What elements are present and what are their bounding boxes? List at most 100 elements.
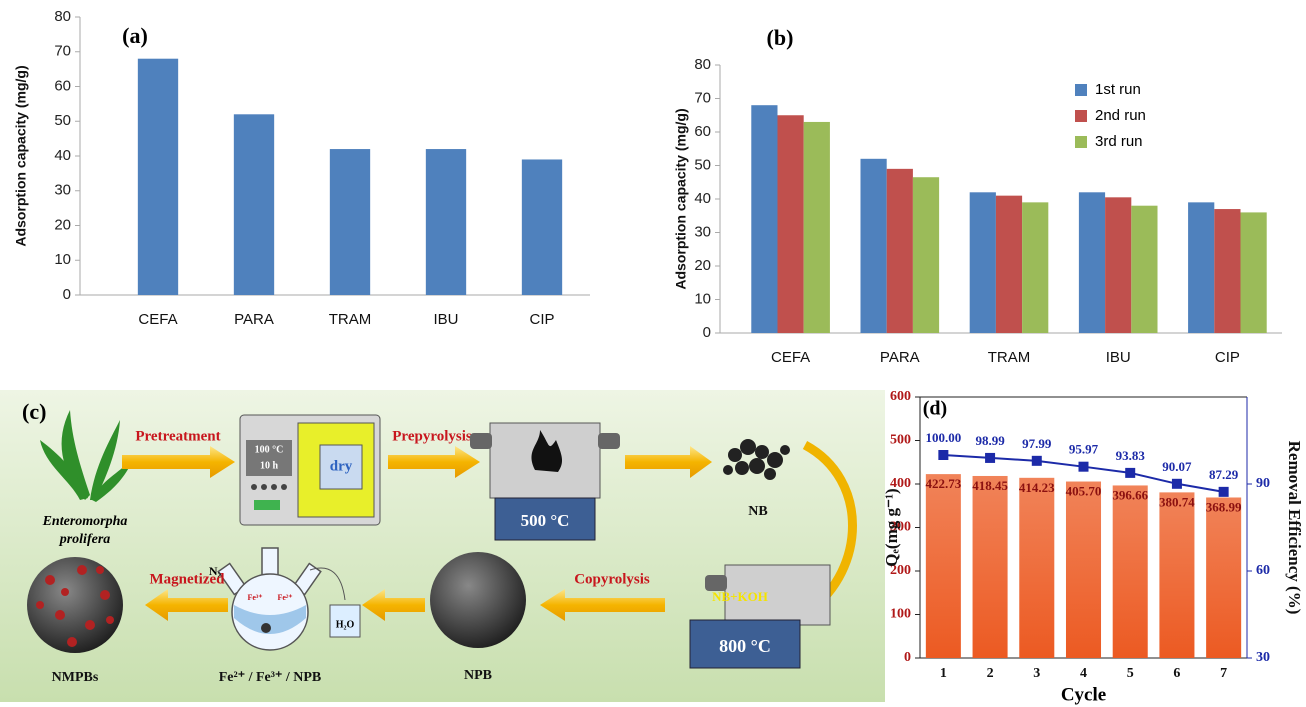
oven-label: 100 °C <box>255 444 284 455</box>
y2-tick-label: 30 <box>1256 650 1270 665</box>
bar <box>970 192 996 333</box>
marker <box>1032 456 1042 466</box>
oven-label: dry <box>330 458 353 474</box>
ion-label: Fe²⁺ <box>277 593 292 602</box>
y-tick-label: 10 <box>694 290 711 307</box>
y-axis-label: Adsorption capacity (mg/g) <box>13 65 29 246</box>
legend-label: 2nd run <box>1095 107 1146 124</box>
product-label: NPB <box>464 668 492 683</box>
legend-swatch <box>1075 136 1087 148</box>
bar <box>1019 478 1054 658</box>
marker <box>1125 468 1135 478</box>
marker <box>938 450 948 460</box>
y-tick-label: 80 <box>694 56 711 73</box>
data-label: 418.45 <box>972 478 1008 493</box>
bar <box>926 474 961 658</box>
bar <box>330 149 370 295</box>
bar <box>913 177 939 333</box>
x-axis-label: Cycle <box>1061 684 1106 705</box>
oven-label: 10 h <box>260 460 279 471</box>
panel-label: (d) <box>923 398 947 420</box>
bar <box>138 59 178 295</box>
bar <box>751 105 777 333</box>
bar <box>1066 482 1101 658</box>
data-label: 422.73 <box>925 476 961 491</box>
bar <box>1214 209 1240 333</box>
x-tick-label: 5 <box>1127 666 1134 681</box>
furnace-label: 800 °C <box>719 636 771 656</box>
data-label: 97.99 <box>1022 436 1052 451</box>
y-tick-label: 60 <box>54 77 71 94</box>
data-label: 98.99 <box>975 433 1005 448</box>
figure: (c) Enteromorpha prolifera Pretreatment … <box>0 0 1306 707</box>
bar <box>777 115 803 333</box>
furnace-tube <box>598 433 620 449</box>
bar <box>1206 497 1241 658</box>
y2-tick-label: 90 <box>1256 476 1270 491</box>
bar <box>1079 192 1105 333</box>
x-tick-label: CEFA <box>771 349 810 366</box>
data-label: 380.74 <box>1159 494 1195 509</box>
marker <box>1172 479 1182 489</box>
panel-label: (a) <box>122 23 148 48</box>
y-tick-label: 50 <box>694 156 711 173</box>
y2-tick-label: 60 <box>1256 563 1270 578</box>
data-label: 405.70 <box>1066 484 1102 499</box>
bar <box>234 114 274 295</box>
ion-label: Fe³⁺ <box>247 593 262 602</box>
y-tick-label: 20 <box>54 216 71 233</box>
bar <box>996 196 1022 333</box>
x-tick-label: IBU <box>1106 349 1131 366</box>
x-tick-label: CEFA <box>138 311 177 328</box>
data-label: 414.23 <box>1019 480 1055 495</box>
furnace-tube <box>470 433 492 449</box>
y-tick-label: 20 <box>694 257 711 274</box>
y-tick-label: 30 <box>694 223 711 240</box>
data-label: 95.97 <box>1069 442 1099 457</box>
y-tick-label: 0 <box>703 324 711 341</box>
y-tick-label: 40 <box>694 190 711 207</box>
x-tick-label: PARA <box>234 311 274 328</box>
stir-bar <box>261 623 271 633</box>
step-label: Magnetized <box>150 571 226 587</box>
legend-swatch <box>1075 84 1087 96</box>
furnace-label: 500 °C <box>521 511 570 530</box>
bar <box>887 169 913 333</box>
data-label: 87.29 <box>1209 467 1239 482</box>
npb-sphere <box>430 552 526 648</box>
process-diagram: (c) Enteromorpha prolifera Pretreatment … <box>0 390 885 702</box>
y-tick-label: 50 <box>54 112 71 129</box>
beaker-label: H₂O <box>336 619 355 630</box>
y-axis-label: Adsorption capacity (mg/g) <box>673 108 689 289</box>
oven-indicator <box>254 500 280 510</box>
step-label: Pretreatment <box>135 428 220 444</box>
furnace-label: NB+KOH <box>712 589 768 604</box>
y-tick-label: 70 <box>54 43 71 60</box>
data-label: 90.07 <box>1162 459 1192 474</box>
marker <box>1079 462 1089 472</box>
marker <box>985 453 995 463</box>
bar <box>1241 212 1267 333</box>
bar <box>860 159 886 333</box>
marker <box>1219 487 1229 497</box>
product-label: Fe²⁺ / Fe³⁺ / NPB <box>219 670 321 685</box>
y-tick-label: 30 <box>54 182 71 199</box>
bar <box>1105 197 1131 333</box>
y-tick-label: 70 <box>694 89 711 106</box>
y-axis-label: Qₑ(mg g⁻¹) <box>882 488 901 566</box>
x-tick-label: TRAM <box>329 311 372 328</box>
data-label: 368.99 <box>1206 499 1242 514</box>
y-tick-label: 0 <box>904 650 911 665</box>
x-tick-label: 4 <box>1080 666 1087 681</box>
x-tick-label: 2 <box>987 666 994 681</box>
chart: 01002003004005006003060901234567(d)Qₑ(mg… <box>882 389 1304 705</box>
bar <box>973 476 1008 658</box>
y-tick-label: 80 <box>54 8 71 25</box>
bar <box>1159 492 1194 658</box>
x-tick-label: TRAM <box>988 349 1031 366</box>
x-tick-label: IBU <box>433 311 458 328</box>
step-label: Prepyrolysis <box>392 428 472 444</box>
y2-axis-label: Removal Efficiency (%) <box>1285 441 1304 615</box>
